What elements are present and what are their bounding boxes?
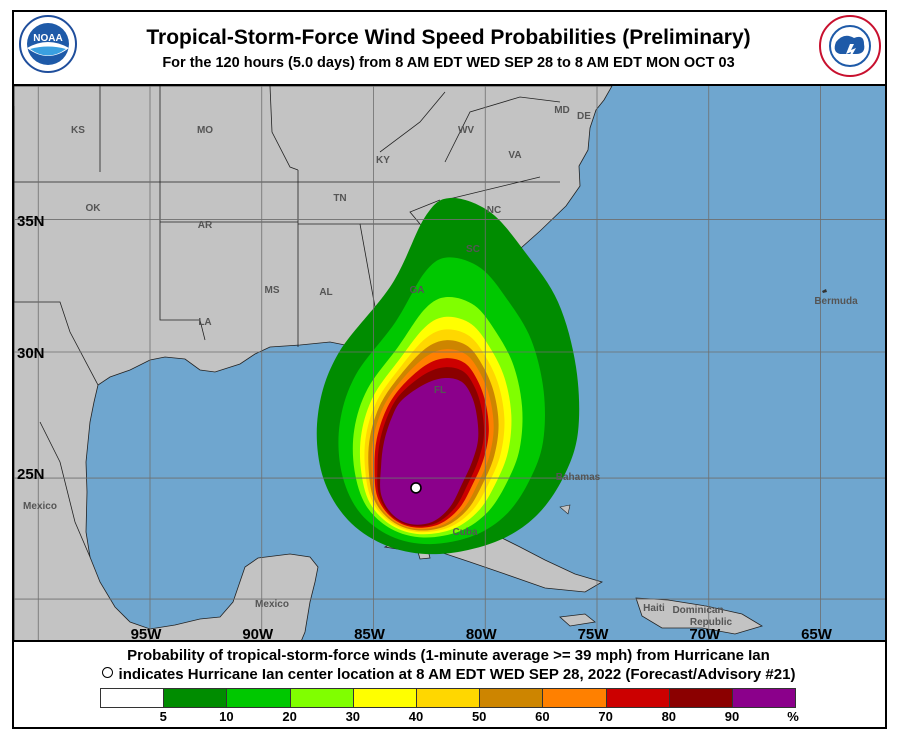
place-label-republic: Republic <box>690 617 733 628</box>
place-label-mexico-west: Mexico <box>23 501 57 512</box>
legend-label: 10 <box>219 709 234 724</box>
lon-label-85w: 85W <box>354 626 386 642</box>
caption-line-2-text: indicates Hurricane Ian center location … <box>118 666 796 683</box>
lat-label-25n: 25N <box>17 466 45 483</box>
legend-swatch <box>479 689 543 707</box>
legend-swatch <box>163 689 227 707</box>
page-title: Tropical-Storm-Force Wind Speed Probabil… <box>146 26 751 49</box>
legend-swatch <box>101 689 164 707</box>
state-label-nc: NC <box>487 205 501 216</box>
lon-label-70w: 70W <box>689 626 721 642</box>
lon-label-65w: 65W <box>801 626 833 642</box>
legend-swatch <box>226 689 290 707</box>
legend-swatch <box>542 689 606 707</box>
caption-line-1: Probability of tropical-storm-force wind… <box>127 647 770 664</box>
legend-label: 70 <box>598 709 613 724</box>
storm-center-symbol-icon <box>101 667 113 678</box>
state-label-fl: FL <box>434 385 446 396</box>
color-legend <box>100 688 797 708</box>
state-label-wv: WV <box>458 125 474 136</box>
lat-lon-grid <box>14 86 885 640</box>
legend-label: % <box>787 709 799 724</box>
state-label-la: LA <box>198 317 211 328</box>
lon-label-80w: 80W <box>466 626 498 642</box>
legend-label: 20 <box>282 709 297 724</box>
state-label-md: MD <box>554 105 570 116</box>
figure-frame <box>12 10 887 729</box>
probability-map: KS MO KY WV VA MD DE OK AR TN NC MS AL G… <box>14 84 885 642</box>
land-jamaica <box>559 613 596 627</box>
probability-contour-90 <box>380 377 479 525</box>
state-label-va: VA <box>508 150 521 161</box>
state-label-sc: SC <box>466 244 480 255</box>
state-label-mo: MO <box>197 125 213 136</box>
legend-swatch <box>352 689 416 707</box>
place-label-haiti: Haiti <box>643 603 665 614</box>
state-label-ok: OK <box>86 203 102 214</box>
nws-logo <box>819 15 881 77</box>
legend-swatch <box>289 689 353 707</box>
place-label-cuba: Cuba <box>453 527 478 538</box>
place-label-bahamas: Bahamas <box>556 472 601 483</box>
legend-label: 40 <box>408 709 424 724</box>
land-hispaniola <box>635 597 763 635</box>
lon-label-90w: 90W <box>242 626 274 642</box>
place-label-dominican: Dominican <box>672 605 723 616</box>
place-label-bermuda: Bermuda <box>814 296 858 307</box>
legend-label: 60 <box>535 709 550 724</box>
state-label-ms: MS <box>265 285 280 296</box>
legend-swatch <box>415 689 480 707</box>
storm-center-marker[interactable] <box>410 482 422 494</box>
state-label-al: AL <box>319 287 332 298</box>
state-label-de: DE <box>577 111 591 122</box>
lat-label-35n: 35N <box>17 213 45 230</box>
state-label-ga: GA <box>410 285 425 296</box>
legend-label: 5 <box>159 709 167 724</box>
place-label-mexico-yucatan: Mexico <box>255 599 289 610</box>
caption-line-2: indicates Hurricane Ian center location … <box>0 666 897 683</box>
page-subtitle: For the 120 hours (5.0 days) from 8 AM E… <box>162 55 735 71</box>
legend-label: 90 <box>724 709 740 724</box>
map-canvas: KS MO KY WV VA MD DE OK AR TN NC MS AL G… <box>14 86 885 642</box>
legend-label: 80 <box>661 709 677 724</box>
svg-text:NOAA: NOAA <box>33 33 62 44</box>
state-label-ky: KY <box>376 155 390 166</box>
legend-swatch <box>668 689 732 707</box>
state-label-ks: KS <box>71 125 85 136</box>
legend-label: 50 <box>471 709 487 724</box>
legend-swatch <box>731 689 796 707</box>
lat-label-30n: 30N <box>17 345 45 362</box>
probability-swath <box>316 197 580 555</box>
state-label-ar: AR <box>198 220 213 231</box>
legend-label: 30 <box>345 709 361 724</box>
lon-label-75w: 75W <box>578 626 610 642</box>
state-label-tn: TN <box>333 193 346 204</box>
legend-swatch <box>605 689 669 707</box>
lon-label-95w: 95W <box>131 626 163 642</box>
noaa-logo: NOAA <box>19 15 77 73</box>
land-bermuda <box>822 289 827 293</box>
